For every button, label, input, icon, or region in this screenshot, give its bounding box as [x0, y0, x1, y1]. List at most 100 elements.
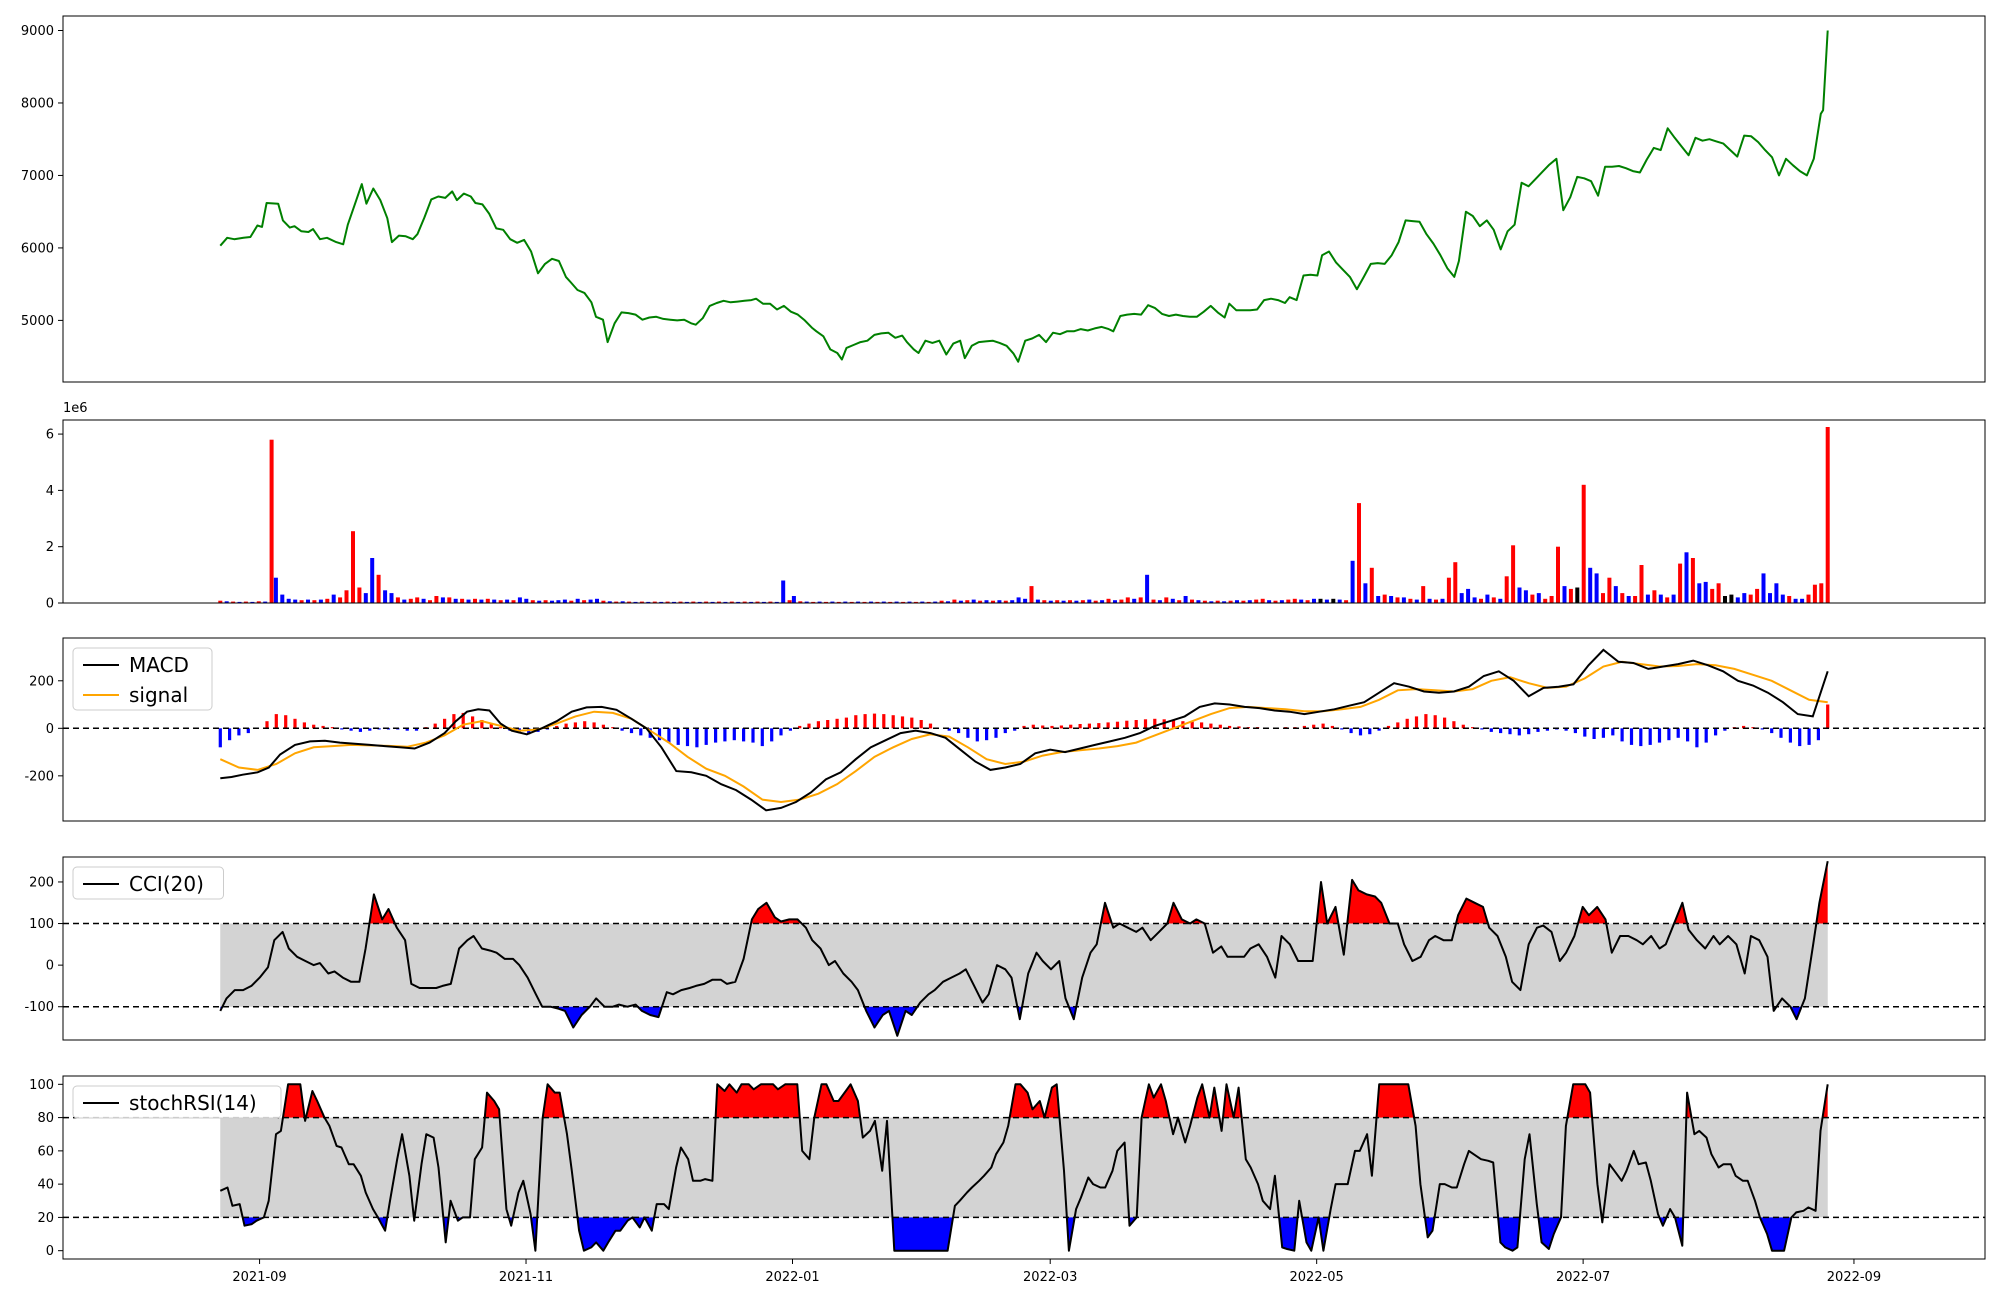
volume-bar [1710, 588, 1715, 603]
macd-hist-bar [1013, 728, 1017, 731]
stochrsi-band [220, 1117, 1828, 1218]
cci-legend-box [72, 866, 224, 900]
volume-bar [888, 601, 893, 603]
volume-bar [978, 600, 983, 603]
volume-bar [415, 597, 420, 603]
volume-bar [1639, 565, 1644, 603]
volume-bar [460, 598, 465, 603]
cci-ytick-label: 200 [29, 875, 54, 890]
volume-bar [798, 601, 803, 603]
volume-bar [1601, 593, 1605, 603]
volume-bar [1305, 600, 1310, 603]
macd-hist-bar [573, 722, 577, 729]
macd-hist-bar [1601, 728, 1605, 738]
macd-hist-bar [919, 720, 923, 729]
macd-hist-bar [1536, 728, 1540, 732]
volume-bar [1479, 598, 1483, 603]
price-frame [62, 15, 1986, 383]
volume-bar [881, 601, 886, 603]
macd-hist-bar [872, 713, 877, 729]
cci-overbought-fill [751, 902, 802, 924]
volume-bar [1023, 598, 1028, 603]
volume-bar [1260, 598, 1265, 603]
volume-bar [1671, 594, 1676, 603]
volume-bar [965, 600, 970, 603]
volume-bar [991, 600, 995, 603]
volume-bar [952, 599, 957, 603]
volume-bar [1222, 601, 1227, 603]
volume-bar [1562, 586, 1567, 603]
macd-hist-bar [882, 714, 886, 729]
volume-bar [607, 601, 612, 603]
volume-bar [684, 601, 689, 603]
volume-bar [280, 594, 285, 603]
volume-bar [562, 599, 567, 603]
volume-frame [62, 419, 1986, 604]
volume-bar [901, 601, 906, 603]
macd-hist-bar [1779, 728, 1783, 738]
volume-bar [729, 601, 734, 603]
macd-hist-bar [499, 727, 503, 729]
volume-ytick-label: 0 [46, 597, 54, 612]
macd-hist-bar [480, 720, 484, 729]
volume-bar [263, 601, 268, 603]
macd-hist-bar [274, 714, 278, 729]
macd-hist-bar [639, 728, 643, 736]
stochrsi-overbought-fill [1009, 1084, 1045, 1118]
volume-bar [804, 601, 809, 603]
volume-bar [1331, 598, 1336, 603]
macd-hist-bar [732, 728, 736, 741]
stochrsi-oversold-fill [892, 1217, 953, 1251]
macd-hist-bar [798, 725, 802, 729]
volume-bar [1177, 600, 1182, 603]
macd-hist-bar [1414, 716, 1419, 729]
volume-ytick-label: 2 [46, 540, 54, 555]
macd-hist-bar [816, 721, 820, 729]
volume-bar [1241, 600, 1246, 603]
macd-hist-bar [228, 728, 232, 741]
stochrsi-oversold-fill [1279, 1217, 1298, 1251]
macd-hist-bar [1723, 728, 1727, 731]
macd-hist-bar [1340, 728, 1344, 730]
volume-bar [1768, 593, 1772, 603]
volume-bar [1080, 600, 1085, 603]
volume-bar [984, 600, 989, 603]
macd-hist-bar [1676, 728, 1680, 738]
volume-bar [1787, 596, 1792, 603]
stochrsi-oversold-fill [1498, 1217, 1520, 1251]
stochrsi-overbought-fill [1567, 1084, 1593, 1118]
volume-bar [1267, 600, 1272, 603]
volume-bar [1453, 562, 1458, 603]
volume-bar [627, 601, 632, 603]
volume-bar [511, 600, 516, 603]
volume-bar [1594, 573, 1599, 603]
stochrsi-oversold-fill [1302, 1217, 1319, 1251]
macd-hist-bar [564, 723, 568, 729]
volume-bar [306, 599, 310, 603]
volume-bar [243, 601, 248, 603]
volume-bar [774, 601, 779, 603]
volume-bar [524, 598, 529, 603]
stochrsi-overbought-fill [1209, 1087, 1220, 1118]
volume-bar [338, 597, 343, 603]
macd-hist-bar [1480, 728, 1484, 730]
volume-bar [395, 597, 400, 603]
volume-bar [273, 577, 278, 603]
stochrsi-frame [62, 1075, 1986, 1260]
macd-hist-bar [1143, 719, 1148, 729]
volume-bar [1254, 599, 1259, 603]
volume-bar [582, 600, 587, 603]
x-tick-label: 2022-05 [1290, 1270, 1344, 1285]
price-ytick-label: 8000 [21, 96, 54, 111]
volume-bar [1434, 599, 1438, 603]
macd-hist-bar [1583, 728, 1587, 737]
macd-hist-bar [807, 723, 811, 729]
macd-hist-bar [657, 728, 662, 741]
stochrsi-line [219, 1083, 1829, 1252]
volume-bar [1228, 600, 1233, 603]
stochrsi-overbought-fill [814, 1084, 861, 1118]
price-ytick-label: 5000 [21, 314, 54, 329]
volume-bar [678, 601, 683, 603]
macd-hist-bar [1704, 728, 1708, 743]
